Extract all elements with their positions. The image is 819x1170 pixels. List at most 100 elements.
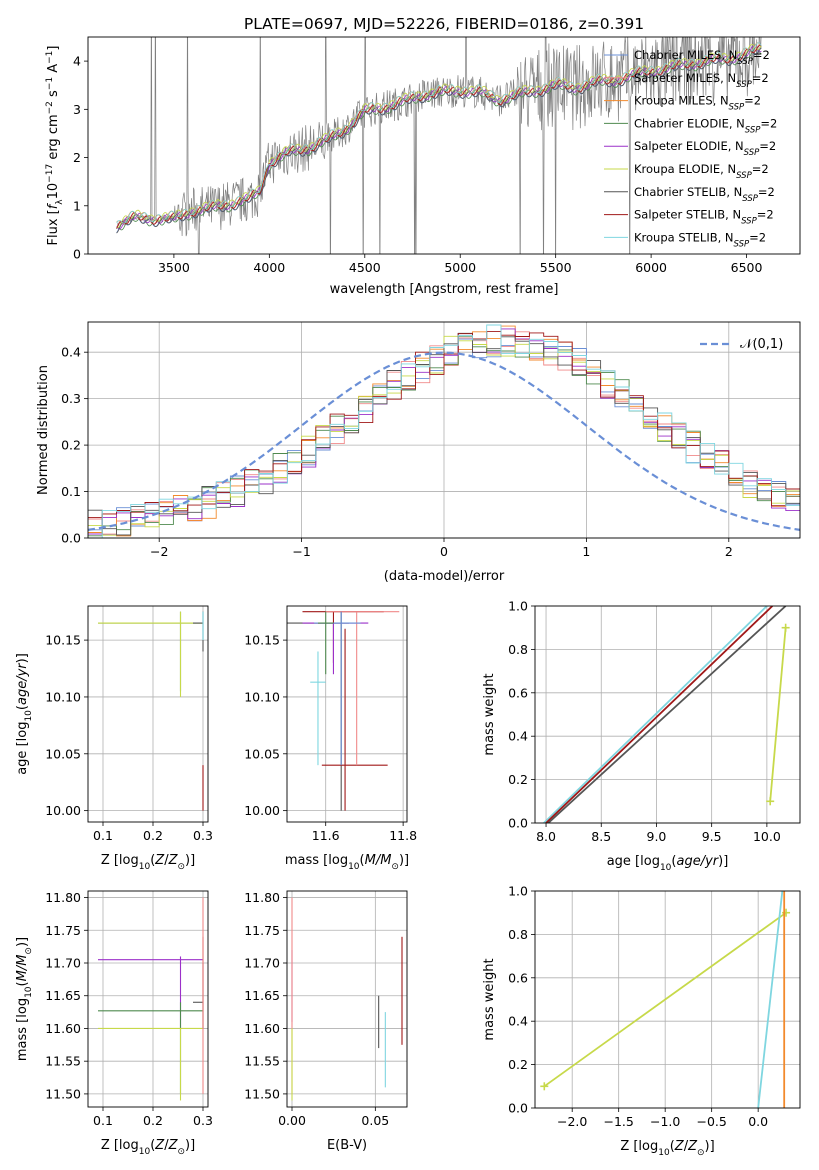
legend-text: Kroupa STELIB, N [634,230,734,244]
weight-line [769,627,787,802]
label-part: / [164,1138,169,1153]
model-line [116,47,762,233]
y-tick-label: 11.70 [244,956,280,971]
label-part: ] [46,46,61,51]
y-tick-label: 1.0 [508,599,528,614]
x-axis-label: Z [log10(Z/Z⊙)] [101,853,195,872]
x-axis-label: (data-model)/error [384,569,505,584]
weight-line [543,606,768,823]
legend-text: =2 [752,71,769,85]
y-tick-label: 11.60 [45,1021,81,1036]
axes-frame [286,890,408,1108]
chart-residuals: −2 −1 0 1 2 0.0 0.1 0.2 0.3 0.4 (data-model)/error… [36,321,801,584]
legend-text: SSP [742,194,758,204]
x-axis-label: mass [log10(M/M⊙)] [285,853,409,872]
label-part: ⊙ [391,862,399,872]
label-part: age/yr [15,662,30,705]
label-part: 10 [348,862,360,872]
y-tick-label: 10.10 [244,689,280,704]
plot-area [291,897,403,1101]
y-tick-label: 10.15 [45,633,81,648]
y-tick-label: 10.00 [45,803,81,818]
y-tick-label: 0.4 [508,729,528,744]
x-tick-label: 0.1 [93,1113,113,1128]
label-part: ⊙ [177,1147,185,1157]
plot-area [98,611,204,811]
legend-text: SSP [745,125,761,135]
label-part: ( [670,1139,675,1154]
chart-spectrum: 3500 4000 4500 5000 5500 6000 6500 0 1 2 3 4 wavelen… [45,36,801,297]
y-tick-label: 0.4 [61,345,81,360]
y-tick-label: 0.1 [61,484,81,499]
legend-entry: 𝒩(0,1) [740,337,783,352]
legend-entry: Salpeter STELIB, NSSP=2 [634,208,774,227]
y-axis-label: age [log10(age/yr)] [15,653,34,775]
y-tick-label: 0.8 [508,642,528,657]
legend-entry: Salpeter MILES, NSSP=2 [634,71,769,90]
legend-text: =2 [760,116,777,130]
legend-text: =2 [744,94,761,108]
axes-frame [534,890,801,1109]
y-tick-label: 11.65 [244,988,280,1003]
legend-text: Salpeter MILES, N [634,71,736,85]
legend-text: SSP [734,239,750,249]
label-part: s [46,90,61,101]
x-axis-label: Z [log10(Z/Z⊙)] [101,1138,195,1157]
x-tick-label: 0.3 [193,828,213,843]
x-tick-label: 2 [725,544,733,559]
label-part: 10 [24,710,34,722]
y-axis-label: Flux [fλ10−17 erg cm−2 s−1 A−1] [45,46,65,246]
legend-text: Salpeter ELODIE, N [634,139,744,153]
y-tick-label: 11.70 [45,956,81,971]
y-tick-label: 11.55 [244,1054,280,1069]
label-part: ⊙ [177,862,185,872]
legend-text: SSP [736,80,752,90]
x-tick-label: −0.5 [696,1114,726,1129]
legend-text: Salpeter STELIB, N [634,208,741,222]
label-part: )] [185,1138,195,1153]
label-part: )] [185,853,195,868]
label-part: −2 [45,101,55,114]
y-tick-label: 11.60 [244,1021,280,1036]
y-tick-label: 11.80 [45,890,81,905]
y-tick-label: 11.55 [45,1054,81,1069]
label-part: 10 [24,986,34,998]
label-part: Z [154,1138,165,1153]
label-part: erg cm [46,114,61,163]
label-part: ( [15,981,30,986]
model-line [116,47,762,234]
axes-frame [286,605,408,823]
x-tick-label: 6000 [635,260,667,275]
label-part: Z [log [620,1139,658,1154]
label-part: ⊙ [697,1148,705,1158]
legend: 𝒩(0,1) [700,337,783,352]
y-tick-label: 0.0 [508,816,528,831]
x-tick-label: 4000 [253,260,285,275]
y-axis-label: Normed distribution [36,365,51,495]
x-tick-label: 0.3 [193,1113,213,1128]
chart-mass-vs-Z: 0.1 0.2 0.3 11.50 11.55 11.60 11.65 11.70 11.75 1… [15,890,213,1157]
axes-frame [87,890,209,1108]
histogram [88,324,800,538]
label-part: mass [log [285,853,348,868]
x-tick-label: −2 [150,544,168,559]
label-part: / [684,1139,689,1154]
y-tick-label: 4 [73,54,81,69]
label-part: Z [log [101,853,139,868]
label-part: λ [55,199,65,205]
histogram [88,332,800,536]
y-tick-label: 10.05 [45,746,81,761]
legend-text: =2 [757,208,774,222]
legend-text: SSP [729,103,745,113]
label-part: / [164,853,169,868]
label-part: )] [15,937,30,947]
y-tick-label: 1 [73,198,81,213]
y-tick-label: 0.0 [61,531,81,546]
histogram [88,330,800,519]
label-part: M/M [15,955,30,982]
chart-massweight-vs-Z: −2.0 −1.5 −1.0 −0.5 0.0 0.0 0.2 0.4 0.6 0.8 1.0 mas… [482,884,801,1158]
legend-text: Chabrier MILES, N [634,48,737,62]
legend-text: =2 [759,139,776,153]
